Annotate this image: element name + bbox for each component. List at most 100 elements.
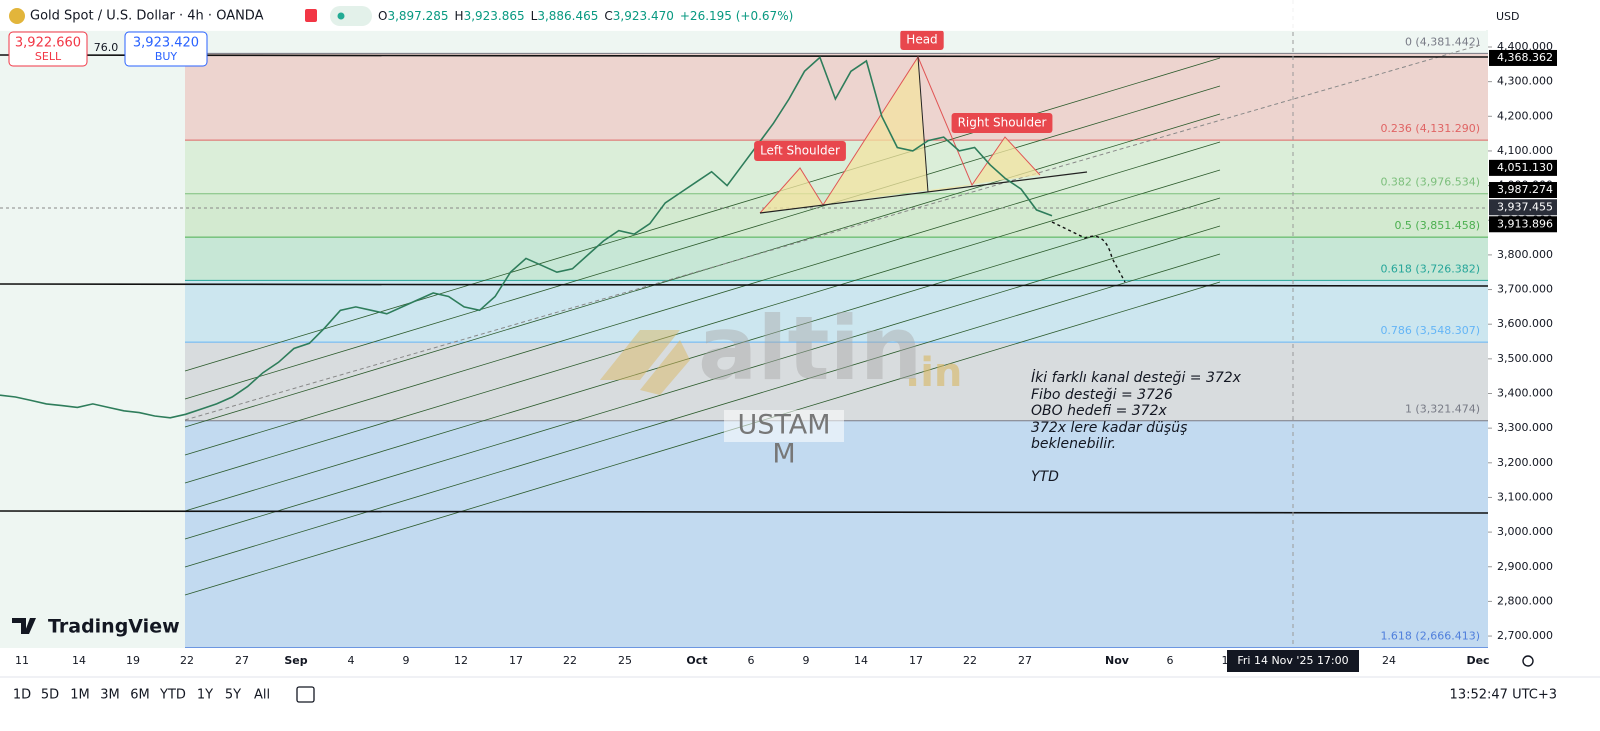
change: +26.195 (+0.67%) — [680, 9, 793, 23]
buy-box[interactable] — [124, 31, 208, 67]
header-bg — [0, 0, 1486, 31]
status-pill — [330, 6, 372, 26]
right-shoulder-label: Right Shoulder — [958, 116, 1047, 130]
price-line — [0, 56, 1053, 419]
note-line: İki farklı kanal desteği = 372x — [1031, 368, 1242, 386]
price-tick-label: 3,100.000 — [1497, 490, 1553, 503]
price-tag — [1489, 182, 1557, 199]
price-tag-label: 4,051.130 — [1497, 161, 1553, 174]
fib-zone — [185, 420, 1488, 648]
ohlc-value: 3,897.285 — [387, 9, 448, 23]
fib-label: 0.236 (4,131.290) — [1380, 122, 1480, 135]
currency-box[interactable] — [1490, 4, 1562, 28]
price-tick-label: 2,900.000 — [1497, 560, 1553, 573]
pattern-fill — [760, 57, 1040, 213]
time-tick-label: 22 — [563, 654, 577, 667]
price-axis-bg — [1488, 0, 1600, 648]
symbol: Gold Spot / U.S. Dollar · 4h · OANDA — [30, 9, 264, 24]
logo-mark — [12, 618, 36, 634]
price-tick-label: 3,600.000 — [1497, 317, 1553, 330]
date-range-icon[interactable] — [296, 686, 315, 703]
channel-line — [184, 141, 1221, 456]
time-tick-label: 14 — [854, 654, 868, 667]
logo-text: TradingView — [48, 616, 180, 638]
level-line — [0, 510, 1489, 514]
ohlc-value: 3,923.865 — [464, 9, 525, 23]
forecast-path — [1051, 221, 1126, 283]
price-tick-label: 2,800.000 — [1497, 594, 1553, 607]
dashed-trend — [184, 44, 1481, 421]
left-shoulder-label-bg — [754, 141, 846, 161]
price-tick-label: 4,200.000 — [1497, 109, 1553, 122]
clock: 13:52:47 UTC+3 — [1450, 688, 1557, 703]
watermark-box — [724, 410, 844, 442]
range-button[interactable]: 1Y — [197, 688, 213, 703]
channel-line — [184, 57, 1221, 372]
currency: USD — [1496, 10, 1520, 23]
time-tick-label: Sep — [284, 654, 307, 667]
note-line: YTD — [1031, 469, 1059, 485]
time-tick-label: 17 — [509, 654, 523, 667]
price-tag-label: 3,937.455 — [1497, 200, 1553, 213]
ohlc-value: 3,886.465 — [537, 9, 598, 23]
price-tick-label: 4,100.000 — [1497, 144, 1553, 157]
price-tick-label: 3,800.000 — [1497, 248, 1553, 261]
time-tick-label: 9 — [403, 654, 410, 667]
flag-icon[interactable] — [305, 9, 317, 22]
price-tag — [1489, 199, 1557, 216]
range-button[interactable]: 1D — [13, 688, 31, 703]
channel-line — [184, 85, 1221, 400]
time-tick-label: 12 — [454, 654, 468, 667]
status-dot — [337, 12, 345, 20]
price-tag — [1489, 159, 1557, 176]
time-tick-label: 6 — [748, 654, 755, 667]
range-button[interactable]: All — [254, 688, 270, 703]
head-label: Head — [906, 33, 937, 47]
watermark-brand: altin — [698, 297, 922, 400]
time-tick-label: 4 — [348, 654, 355, 667]
range-button[interactable]: 3M — [100, 688, 120, 703]
fib-label: 0.382 (3,976.534) — [1380, 176, 1480, 189]
fib-label: 1 (3,321.474) — [1405, 403, 1480, 416]
buy-price: 3,923.420 — [133, 36, 199, 51]
crosshair-date-bg — [1227, 650, 1359, 672]
ohlc-key: L — [531, 9, 538, 23]
sell-box[interactable] — [8, 31, 88, 67]
head-label-bg — [900, 30, 944, 50]
time-tick-label: 1 — [1222, 654, 1229, 667]
level-line — [0, 54, 1489, 58]
price-tick-label: 3,000.000 — [1497, 525, 1553, 538]
watermark-line1: USTAM — [737, 410, 830, 441]
sell-price: 3,922.660 — [15, 36, 81, 51]
ohlc: O3,897.285 H3,923.865 L3,886.465 C3,923.470… — [378, 9, 793, 23]
range-button[interactable]: 5D — [41, 688, 59, 703]
note-line: beklenebilir. — [1031, 436, 1116, 452]
sell-label: SELL — [35, 50, 62, 63]
time-tick-label: 6 — [1167, 654, 1174, 667]
ohlc-key: H — [455, 9, 464, 23]
price-tick-label: 3,400.000 — [1497, 387, 1553, 400]
ohlc-key: C — [604, 9, 612, 23]
time-tick-label: 9 — [803, 654, 810, 667]
channel-line — [184, 225, 1221, 540]
time-tick-label: 22 — [963, 654, 977, 667]
head-stem — [917, 56, 929, 193]
range-button[interactable]: 1M — [70, 688, 90, 703]
neckline — [759, 171, 1088, 214]
fib-label: 0.5 (3,851.458) — [1394, 219, 1480, 232]
time-tick-label: Oct — [686, 654, 707, 667]
price-tag-label: 4,368.362 — [1497, 51, 1553, 64]
price-tick-label: 3,200.000 — [1497, 456, 1553, 469]
fib-label: 0.618 (3,726.382) — [1380, 262, 1480, 275]
range-button[interactable]: YTD — [159, 688, 186, 703]
settings-icon[interactable] — [1522, 655, 1534, 667]
crosshair-date: Fri 14 Nov '25 17:00 — [1237, 654, 1348, 667]
note-line: OBO hedefi = 372x — [1031, 403, 1167, 419]
price-tick-label: 4,300.000 — [1497, 75, 1553, 88]
channel-line — [184, 197, 1221, 512]
fib-zone — [185, 342, 1488, 421]
range-button[interactable]: 5Y — [225, 688, 241, 703]
time-tick-label: 11 — [15, 654, 29, 667]
range-button[interactable]: 6M — [130, 688, 150, 703]
time-tick-label: 25 — [618, 654, 632, 667]
